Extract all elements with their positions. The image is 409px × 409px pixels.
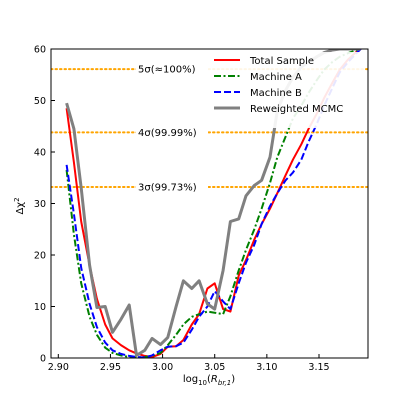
- sigma-label-2: 4σ(99.99%): [138, 128, 197, 139]
- x-tick-label: 2.90: [48, 362, 69, 373]
- sigma-label-3: 3σ(99.73%): [138, 183, 197, 194]
- legend-entry: Machine B: [250, 88, 302, 99]
- x-tick-label: 3.15: [308, 362, 329, 373]
- x-tick-label: 3.05: [204, 362, 225, 373]
- y-tick-label: 10: [34, 302, 46, 313]
- y-tick-label: 60: [34, 45, 46, 56]
- x-tick-label: 3.10: [256, 362, 277, 373]
- legend: Total Sample Machine A Machine B Reweighted…: [207, 52, 365, 128]
- y-axis-ticks: 0 10 20 30 40 50 60: [34, 45, 55, 365]
- x-axis-ticks: 2.90 2.95 3.00 3.05 3.10 3.15: [48, 354, 330, 373]
- y-tick-label: 0: [40, 354, 46, 365]
- legend-entry: Total Sample: [249, 56, 314, 67]
- x-tick-label: 2.95: [100, 362, 121, 373]
- sigma-label-bg: [136, 63, 208, 76]
- y-tick-label: 20: [34, 251, 46, 262]
- x-tick-label: 3.00: [152, 362, 173, 373]
- sigma-label-bg: [136, 126, 208, 139]
- sigma-label-bg: [136, 181, 208, 194]
- legend-box: [207, 52, 365, 128]
- legend-entry: Machine A: [250, 72, 302, 83]
- reference-labels: 5σ(≈100%) 4σ(99.99%) 3σ(99.73%): [136, 63, 208, 194]
- y-tick-label: 50: [34, 96, 46, 107]
- x-axis-label: log10(Rbr,1): [183, 374, 235, 387]
- y-axis-label: Δχ2: [13, 197, 26, 214]
- y-tick-label: 40: [34, 148, 46, 159]
- sigma-label-1: 5σ(≈100%): [138, 65, 196, 76]
- y-tick-label: 30: [34, 199, 46, 210]
- legend-entry: Reweighted MCMC: [250, 104, 343, 115]
- series-line-machine-b: [65, 49, 362, 358]
